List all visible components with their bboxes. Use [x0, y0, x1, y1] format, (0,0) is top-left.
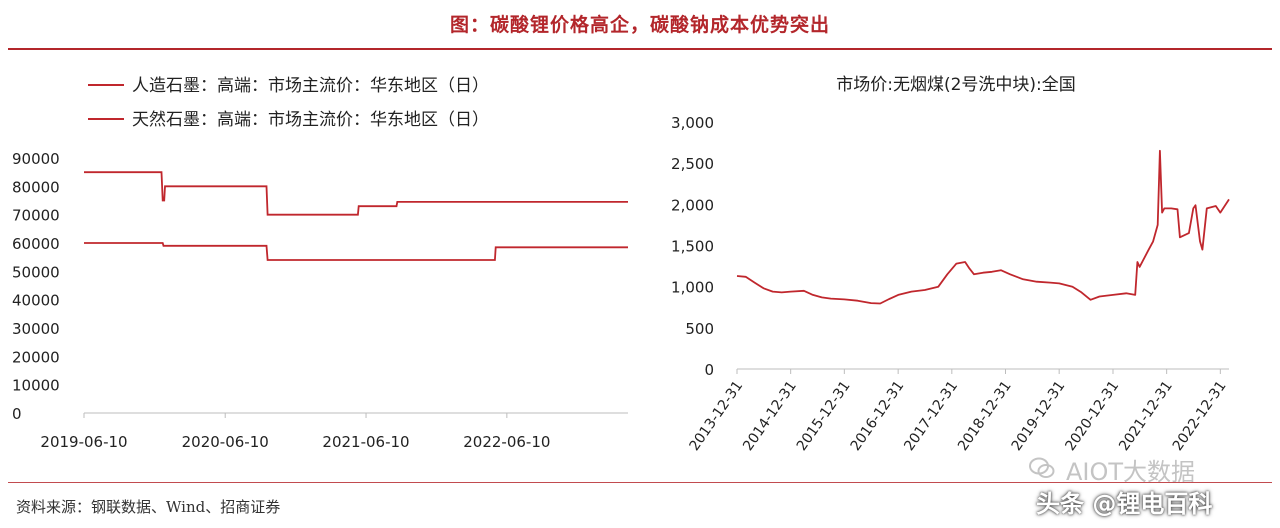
watermark-credit: 头条 @锂电百科	[1036, 490, 1213, 518]
series-line-anthracite	[736, 149, 1230, 305]
y-tick-label: 40000	[12, 292, 60, 310]
wechat-icon	[1029, 457, 1055, 478]
y-axis-ticks: 0 10000 20000 30000 40000 50000 60000 70000 8000…	[12, 150, 60, 423]
watermark: AIOT大数据	[1066, 458, 1196, 486]
y-tick-label: 1,500	[671, 238, 714, 256]
x-tick-label: 2019-06-10	[40, 433, 127, 451]
source-note: 资料来源：钢联数据、Wind、招商证券	[16, 498, 281, 516]
series-line-natural-graphite	[84, 242, 628, 261]
series-layer	[84, 171, 628, 261]
x-tick-label: 2014-12-31	[740, 378, 800, 454]
legend-label-artificial-graphite: 人造石墨：高端：市场主流价：华东地区（日）	[132, 76, 489, 96]
y-tick-label: 20000	[12, 348, 60, 366]
x-tick-label: 2022-12-31	[1170, 378, 1230, 454]
series-line-artificial-graphite	[84, 171, 628, 216]
y-tick-label: 0	[12, 405, 22, 423]
x-tick-label: 2016-12-31	[848, 378, 908, 454]
x-tick-label: 2018-12-31	[955, 378, 1015, 454]
y-axis-ticks: 0 500 1,000 1,500 2,000 2,500 3,000	[671, 114, 714, 379]
x-tick-label: 2017-12-31	[901, 378, 961, 454]
legend-label-natural-graphite: 天然石墨：高端：市场主流价：华东地区（日）	[132, 110, 489, 130]
legend: 人造石墨：高端：市场主流价：华东地区（日） 天然石墨：高端：市场主流价：华东地区…	[88, 76, 489, 130]
y-tick-label: 30000	[12, 320, 60, 338]
x-tick-label: 2021-12-31	[1116, 378, 1176, 454]
x-tick-label: 2019-12-31	[1009, 378, 1069, 454]
chart-title: 市场价:无烟煤(2号洗中块):全国	[836, 75, 1076, 95]
bottom-rule	[8, 482, 1272, 483]
y-tick-label: 0	[704, 361, 714, 379]
y-tick-label: 70000	[12, 207, 60, 225]
y-tick-label: 1,000	[671, 279, 714, 297]
y-tick-label: 60000	[12, 235, 60, 253]
y-tick-label: 500	[685, 320, 714, 338]
x-tick-label: 2020-06-10	[182, 433, 269, 451]
y-tick-label: 2,500	[671, 155, 714, 173]
y-tick-label: 10000	[12, 377, 60, 395]
x-tick-label: 2015-12-31	[794, 378, 854, 454]
y-tick-label: 80000	[12, 178, 60, 196]
x-tick-label: 2022-06-10	[463, 433, 550, 451]
anthracite-price-chart: 市场价:无烟煤(2号洗中块):全国 0 500 1,000 1,500 2,000 2,5…	[671, 75, 1230, 454]
x-axis: 2019-06-10 2020-06-10 2021-06-10 2022-06-10	[40, 412, 628, 451]
graphite-price-chart: 人造石墨：高端：市场主流价：华东地区（日） 天然石墨：高端：市场主流价：华东地区…	[12, 76, 628, 451]
figure-title: 图：碳酸锂价格高企，碳酸钠成本优势突出	[449, 14, 830, 36]
x-tick-label: 2020-12-31	[1062, 378, 1122, 454]
top-rule	[8, 48, 1272, 50]
x-tick-label: 2013-12-31	[686, 378, 746, 454]
y-tick-label: 90000	[12, 150, 60, 168]
x-axis: 2013-12-312014-12-312015-12-312016-12-31…	[686, 368, 1230, 454]
x-tick-label: 2021-06-10	[322, 433, 409, 451]
y-tick-label: 50000	[12, 263, 60, 281]
y-tick-label: 2,000	[671, 196, 714, 214]
series-layer	[736, 149, 1230, 305]
y-tick-label: 3,000	[671, 114, 714, 132]
